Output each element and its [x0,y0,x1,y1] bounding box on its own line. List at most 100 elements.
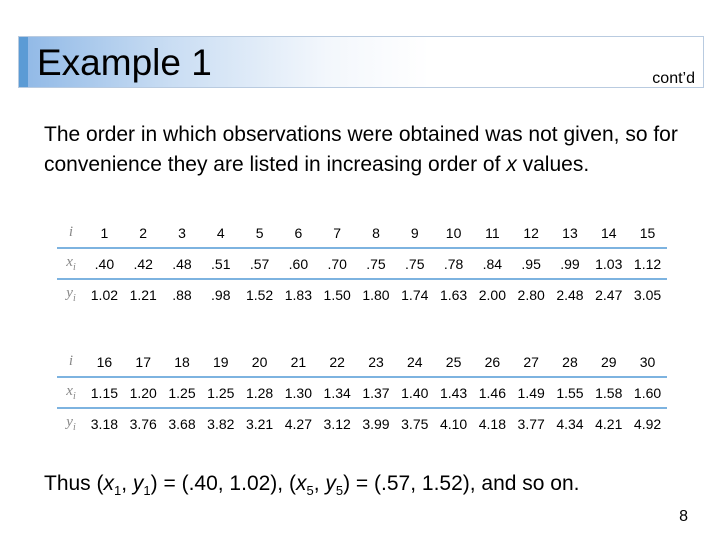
table-cell: 1.30 [278,377,318,409]
table-cell: 1.52 [245,286,274,303]
summary-text-1: Thus ( [44,472,104,495]
table-cell: 8 [356,218,396,249]
table-cell: 22 [317,347,357,378]
table-cell: 1.63 [439,286,468,303]
table-cell: 1.15 [85,377,124,409]
table-cell: 1 [85,218,124,249]
title-accent-bar [19,37,28,87]
table-cell: 1.02 [90,286,119,303]
table-cell: 4 [201,218,241,249]
intro-text-1: The order in which observations were obt… [44,123,678,176]
table-cell: 1.50 [323,286,351,303]
table-cell: 7 [317,218,357,249]
summary-text-3: ) = (.57, 1.52), and so on. [343,472,580,495]
table-cell: 1.80 [362,286,390,303]
table-cell: 3.77 [517,415,545,432]
table-cell: 1.58 [589,377,629,409]
summary-comma-1: , [121,472,133,495]
table-cell: 23 [356,347,396,378]
row-header-i: i [57,218,85,249]
table-cell: 3 [162,218,202,249]
table-cell: 9 [395,218,435,249]
table-cell: 20 [240,347,279,378]
table-cell: 3.99 [362,415,390,432]
table-cell: 1.21 [129,286,157,303]
table-row-y: yi 1.02 1.21 .88 .98 1.52 1.83 1.50 1.80 1.74 1.63… [57,279,667,309]
table-cell: .42 [123,248,163,280]
table-cell: 4.18 [478,415,506,432]
row-header-subscript: i [72,293,76,304]
table-cell: 1.83 [284,286,312,303]
table-cell: 3.82 [207,415,235,432]
table-cell: 13 [550,218,590,249]
table-cell: 19 [201,347,241,378]
table-cell: 4.92 [633,415,662,432]
summary-comma-2: , [313,472,326,495]
row-header-subscript: i [72,422,76,433]
table-cell: .95 [511,248,551,280]
table-cell: 2.00 [478,286,506,303]
table-cell: 1.20 [123,377,163,409]
table-cell: 1.40 [395,377,435,409]
table-cell: 24 [395,347,435,378]
table-cell: 4.21 [595,415,623,432]
table-row-i: i 1 2 3 4 5 6 7 8 9 10 11 12 13 14 15 [57,218,667,249]
data-table-2-body: i 16 17 18 19 20 21 22 23 24 25 26 27 28 29 30 xi 1.15 1.2… [57,347,667,438]
table-cell: 1.12 [628,248,667,280]
table-row-x: xi .40.42.48.51.57.60.70.75.75.78.84.95.9… [57,248,667,280]
table-cell: 3.76 [129,415,157,432]
table-cell: 25 [434,347,473,378]
table-cell: .75 [395,248,435,280]
summary-text-2: ) = (.40, 1.02), ( [150,472,296,495]
table-cell: 3.21 [245,415,274,432]
row-header-x: xi [57,248,85,280]
table-cell: 4.10 [439,415,468,432]
table-cell: .75 [356,248,396,280]
table-cell: .40 [85,248,124,280]
table-cell: .84 [472,248,512,280]
summary-sub-5b: 5 [335,483,344,499]
table-cell: 17 [123,347,163,378]
table-cell: 1.25 [162,377,202,409]
summary-var-x5: x [295,472,307,495]
table-cell: 4.34 [556,415,584,432]
table-cell: 3.68 [168,415,196,432]
page-number: 8 [679,508,688,525]
table-cell: 1.34 [317,377,357,409]
row-header-label: y [66,414,73,430]
row-header-label: i [68,353,74,369]
data-table-1-body: i 1 2 3 4 5 6 7 8 9 10 11 12 13 14 15 xi .40.42.48.51.57.… [57,218,667,309]
table-cell: 1.03 [589,248,629,280]
intro-variable: x [506,153,517,176]
table-row-y: yi 3.18 3.76 3.68 3.82 3.21 4.27 3.12 3.99 3.75 4.… [57,408,667,438]
table-cell: 1.46 [472,377,512,409]
title-bar: Example 1 cont’d [18,36,704,88]
table-cell: .51 [201,248,241,280]
table-cell: 1.55 [550,377,590,409]
table-cell: 16 [85,347,124,378]
table-cell: 1.60 [628,377,667,409]
summary-var-x1: x [103,472,115,495]
table-cell: 1.28 [240,377,279,409]
table-cell: .60 [278,248,318,280]
row-header-label: y [66,285,73,301]
intro-text-2: values. [516,153,590,176]
summary-sub-1b: 1 [143,483,151,499]
table-row-x: xi 1.15 1.20 1.25 1.25 1.28 1.30 1.34 1.37 1.40 1.… [57,377,667,409]
row-header-label: x [66,383,73,399]
table-cell: 10 [434,218,473,249]
intro-paragraph: The order in which observations were obt… [44,120,694,180]
table-cell: .78 [434,248,473,280]
table-cell: .57 [240,248,279,280]
table-cell: 15 [628,218,667,249]
table-cell: 2.80 [517,286,545,303]
table-cell: 2 [123,218,163,249]
summary-sub-5: 5 [306,483,314,499]
table-cell: .70 [317,248,357,280]
table-cell: 18 [162,347,202,378]
summary-var-y5: y [325,472,336,495]
table-cell: 30 [628,347,667,378]
table-cell: 2.48 [556,286,584,303]
row-header-y: yi [57,408,85,438]
table-cell: .48 [162,248,202,280]
